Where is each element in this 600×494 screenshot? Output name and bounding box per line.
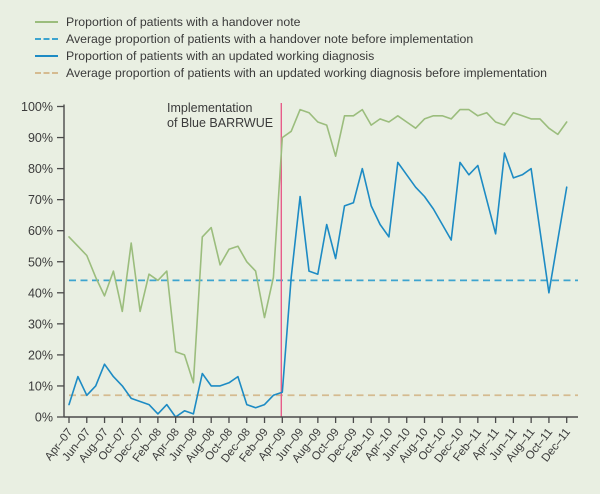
legend-line-swatch-solid-green <box>35 20 58 23</box>
legend-label: Average proportion of patients with a ha… <box>66 31 474 46</box>
legend-item-handover-note: Proportion of patients with a handover n… <box>35 13 547 30</box>
legend-item-handover-average: Average proportion of patients with a ha… <box>35 30 547 47</box>
y-tick-label: 30% <box>28 317 53 331</box>
y-tick-label: 50% <box>28 255 53 269</box>
legend-label: Proportion of patients with a handover n… <box>66 14 301 29</box>
y-tick-label: 60% <box>28 224 53 238</box>
y-tick-label: 0% <box>35 411 53 425</box>
y-tick-label: 20% <box>28 348 53 362</box>
implementation-annotation: Implementation of Blue BARRWUE <box>167 101 273 131</box>
legend-line-swatch-solid-blue <box>35 54 58 57</box>
legend: Proportion of patients with a handover n… <box>35 13 547 81</box>
y-tick-label: 10% <box>28 379 53 393</box>
legend-label: Proportion of patients with an updated w… <box>66 48 375 63</box>
y-tick-label: 90% <box>28 131 53 145</box>
series-line <box>68 108 568 384</box>
legend-label: Average proportion of patients with an u… <box>66 65 548 80</box>
series-line <box>68 152 568 418</box>
annotation-line-2: of Blue BARRWUE <box>167 116 274 130</box>
legend-item-working-diagnosis-average: Average proportion of patients with an u… <box>35 64 547 81</box>
y-tick-label: 100% <box>21 100 53 114</box>
legend-item-working-diagnosis: Proportion of patients with an updated w… <box>35 47 547 64</box>
legend-line-swatch-dashed-tan <box>35 71 58 74</box>
y-tick-label: 80% <box>28 162 53 176</box>
y-tick-label: 70% <box>28 193 53 207</box>
y-tick-label: 40% <box>28 286 53 300</box>
legend-line-swatch-dashed-blue <box>35 37 58 40</box>
annotation-line-1: Implementation <box>167 101 253 115</box>
